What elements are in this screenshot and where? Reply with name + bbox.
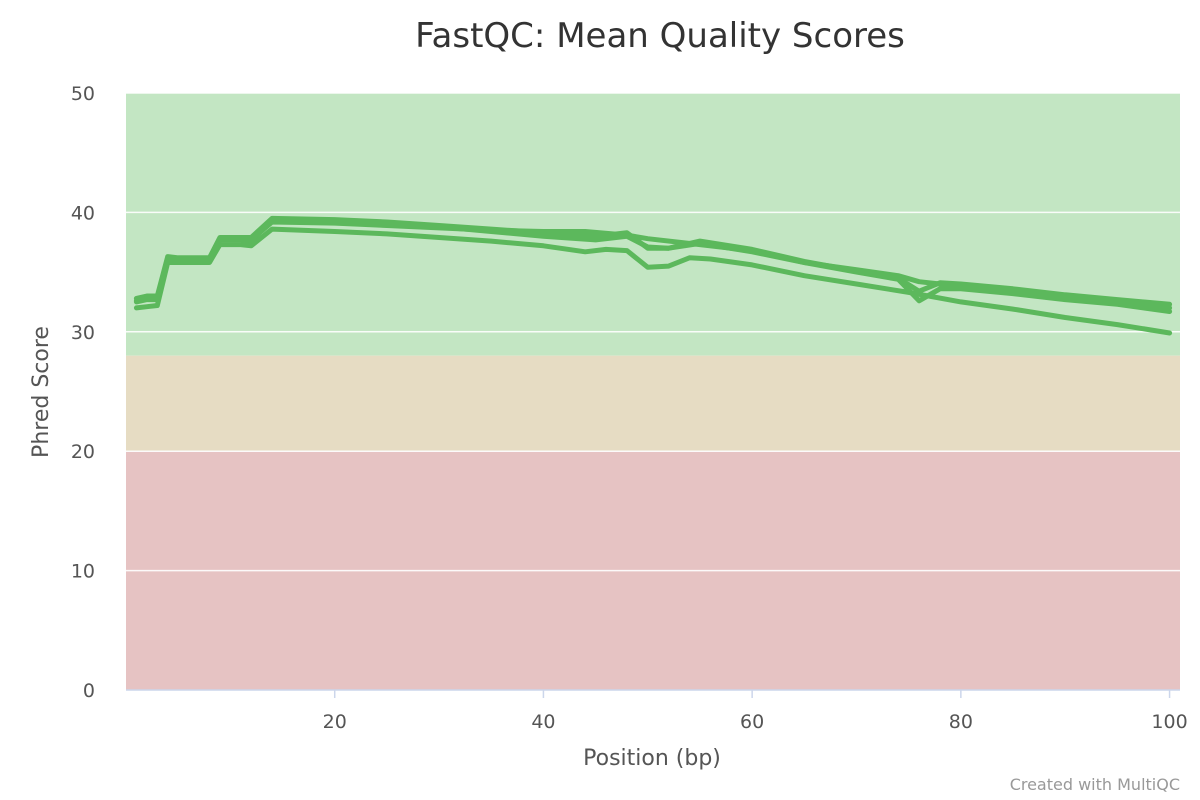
quality-band-1	[126, 355, 1180, 452]
x-axis-title: Position (bp)	[583, 746, 721, 771]
y-tick-label: 0	[83, 680, 95, 702]
tick-labels: 0 10 20 30 40 50 20 40 60 80 100	[71, 83, 1188, 733]
quality-bands	[126, 93, 1180, 690]
y-tick-label: 50	[71, 83, 95, 105]
grid-lines	[126, 92, 1180, 572]
x-tick-label: 40	[531, 711, 555, 733]
x-tick-label: 80	[949, 711, 973, 733]
y-tick-label: 30	[71, 322, 95, 344]
series-lines	[133, 215, 1173, 336]
chart-title: FastQC: Mean Quality Scores	[415, 16, 905, 56]
credits-text[interactable]: Created with MultiQC	[1010, 775, 1180, 794]
y-tick-label: 10	[71, 561, 95, 583]
series-line-4[interactable]	[133, 219, 1173, 311]
y-tick-label: 40	[71, 202, 95, 224]
x-tick-label: 100	[1151, 711, 1187, 733]
y-axis-title: Phred Score	[29, 326, 54, 458]
x-tick-label: 60	[740, 711, 764, 733]
x-tick-label: 20	[323, 711, 347, 733]
series-line-3[interactable]	[133, 226, 1173, 336]
y-tick-label: 20	[71, 441, 95, 463]
